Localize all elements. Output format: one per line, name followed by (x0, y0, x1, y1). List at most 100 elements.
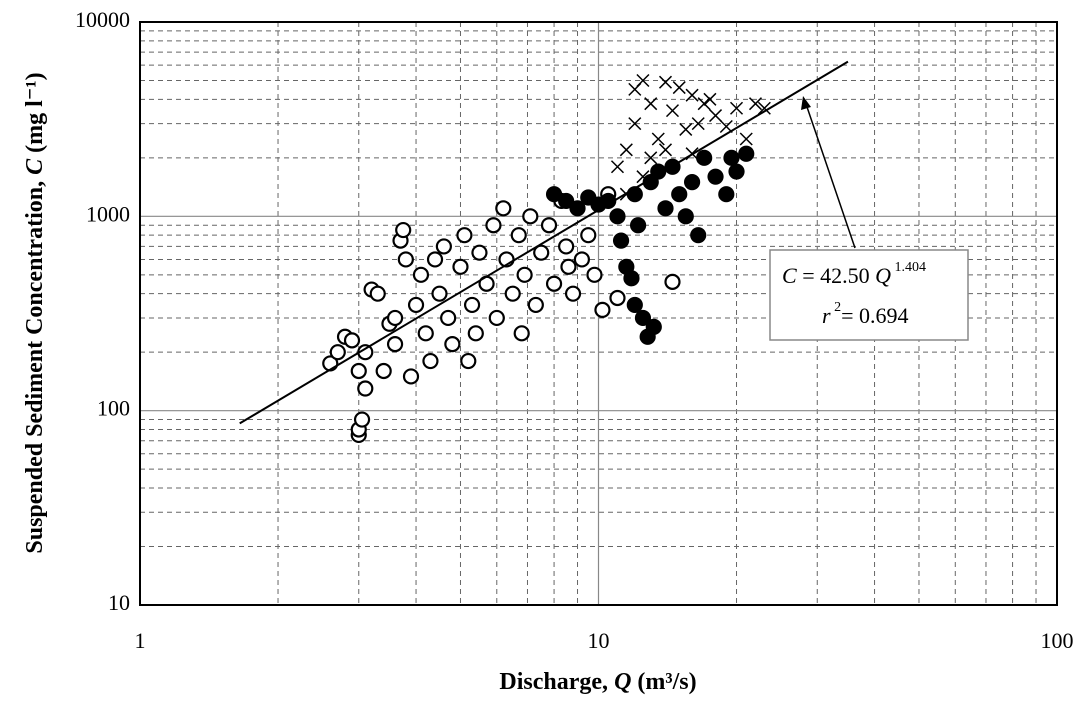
arrow-head (801, 96, 811, 110)
cross-point (658, 143, 673, 157)
open-point (375, 362, 392, 380)
open-point (609, 289, 626, 307)
open-point (369, 285, 386, 302)
filled-point (738, 145, 755, 162)
filled-point (558, 192, 575, 210)
open-point (353, 411, 371, 428)
open-point (560, 258, 577, 275)
open-point (435, 238, 452, 255)
open-point (594, 301, 611, 319)
open-point (452, 258, 469, 275)
equation: C = 42.50 Q 1.404 (782, 260, 926, 288)
open-point (586, 266, 603, 283)
open-point (350, 362, 367, 380)
cross-point (644, 97, 658, 111)
open-point (386, 309, 404, 327)
eq-part: = 42.50 (797, 263, 875, 288)
cross-point (636, 73, 650, 88)
filled-point (634, 309, 652, 327)
open-point (343, 332, 361, 349)
filled-point (645, 318, 662, 335)
filled-point (718, 186, 735, 203)
filled-point (728, 163, 745, 180)
y-tick-label: 10000 (75, 7, 130, 32)
cross-point (729, 101, 744, 115)
x-tick-label: 100 (1041, 628, 1074, 653)
cross-point (685, 88, 699, 102)
filled-point (623, 270, 640, 287)
annotation-box (769, 249, 969, 341)
cross-point (697, 97, 711, 111)
filled-point (612, 232, 630, 249)
x-label-part: (m³/s) (631, 669, 696, 695)
open-point (357, 380, 374, 397)
x-tick-label: 1 (135, 628, 146, 653)
open-point (397, 251, 414, 268)
annotation-arrow (805, 103, 856, 249)
r2-part: = 0.694 (841, 303, 908, 328)
r2-part: r (822, 303, 831, 328)
open-point (467, 325, 484, 342)
open-point (417, 325, 434, 342)
cross-point (709, 109, 723, 123)
open-point (564, 285, 582, 302)
filled-point (609, 208, 626, 225)
open-point (460, 352, 477, 370)
cross-point (644, 151, 658, 165)
open-point (444, 336, 461, 353)
open-point (412, 266, 430, 283)
x-axis-label: Discharge, Q (m³/s) (499, 669, 696, 695)
open-point (527, 296, 544, 314)
filled-point (696, 149, 713, 166)
open-point (329, 344, 346, 361)
open-point (422, 352, 439, 370)
eq-part: Q (875, 263, 891, 288)
filled-point (657, 200, 674, 217)
eq-exponent: 1.404 (891, 260, 926, 275)
filled-point (683, 174, 701, 191)
open-point (558, 238, 575, 255)
cross-point (610, 160, 625, 174)
y-label-part: (mg l⁻¹) (22, 72, 48, 159)
open-point (395, 221, 412, 239)
cross-point (748, 97, 763, 111)
y-label-part: C (22, 158, 48, 175)
cross-point (757, 101, 771, 115)
x-tick-label: 10 (588, 628, 610, 653)
open-point (426, 251, 444, 268)
cross-point (651, 132, 665, 146)
eq-part: C (782, 263, 797, 288)
open-point (402, 368, 420, 385)
cross-point (672, 81, 686, 95)
filled-point (690, 227, 707, 244)
open-point (573, 251, 590, 268)
cross-point (619, 143, 633, 157)
open-point (516, 266, 533, 283)
open-point (407, 296, 425, 314)
filled-point (707, 168, 724, 185)
filled-point (671, 186, 688, 203)
x-label-part: Discharge, (499, 669, 614, 695)
filled-point (629, 217, 647, 234)
plot-frame (139, 21, 1058, 606)
open-point (463, 296, 481, 314)
y-tick-label: 1000 (86, 201, 130, 226)
open-point (495, 200, 512, 217)
fit-line (239, 60, 849, 425)
open-point (510, 227, 527, 244)
open-point (488, 309, 505, 327)
filled-point (626, 296, 643, 314)
open-point (485, 217, 502, 234)
open-point (504, 285, 521, 302)
y-tick-label: 100 (97, 396, 130, 421)
cross-point (679, 122, 693, 136)
filled-point (545, 186, 563, 203)
open-point (522, 208, 539, 225)
cross-point (658, 75, 673, 89)
open-point (580, 227, 597, 244)
filled-point (569, 200, 586, 217)
filled-point (677, 208, 694, 225)
open-point (386, 336, 404, 353)
cross-point (739, 132, 753, 146)
filled-point (723, 149, 740, 166)
